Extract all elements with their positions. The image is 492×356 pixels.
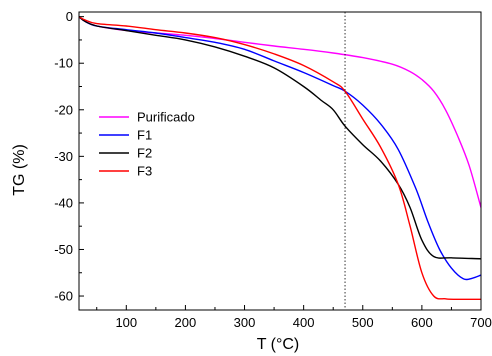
y-tick-label: 0 [66, 9, 73, 24]
x-tick-label: 100 [115, 315, 137, 330]
plot-frame [78, 11, 482, 311]
x-axis-title: T (°C) [257, 336, 300, 353]
x-tick-label: 500 [352, 315, 374, 330]
axis-ticks: 100 200 300 400 500 600 700 0 -10 -20 -30 -40 -50 -60 [54, 9, 492, 330]
legend-label-f1: F1 [137, 128, 152, 143]
x-tick-label: 400 [293, 315, 315, 330]
x-tick-label: 200 [175, 315, 197, 330]
series-line-f3 [79, 16, 481, 301]
y-axis-title: TG (%) [11, 144, 28, 196]
y-tick-label: -10 [54, 56, 73, 71]
legend-label-f2: F2 [137, 146, 152, 161]
legend-label-f3: F3 [137, 164, 152, 179]
y-tick-label: -40 [54, 195, 73, 210]
series-line-f1 [79, 16, 481, 281]
plot-border [78, 11, 482, 311]
x-tick-label: 600 [411, 315, 433, 330]
x-tick-label: 300 [234, 315, 256, 330]
y-tick-label: -50 [54, 242, 73, 257]
legend-label-purificado: Purificado [137, 110, 195, 125]
y-tick-label: -60 [54, 289, 73, 304]
series-layer [79, 12, 481, 310]
x-tick-label: 700 [470, 315, 492, 330]
y-tick-label: -20 [54, 102, 73, 117]
legend: Purificado F1 F2 F3 [99, 110, 195, 179]
series-line-f2 [79, 16, 481, 260]
y-tick-label: -30 [54, 149, 73, 164]
